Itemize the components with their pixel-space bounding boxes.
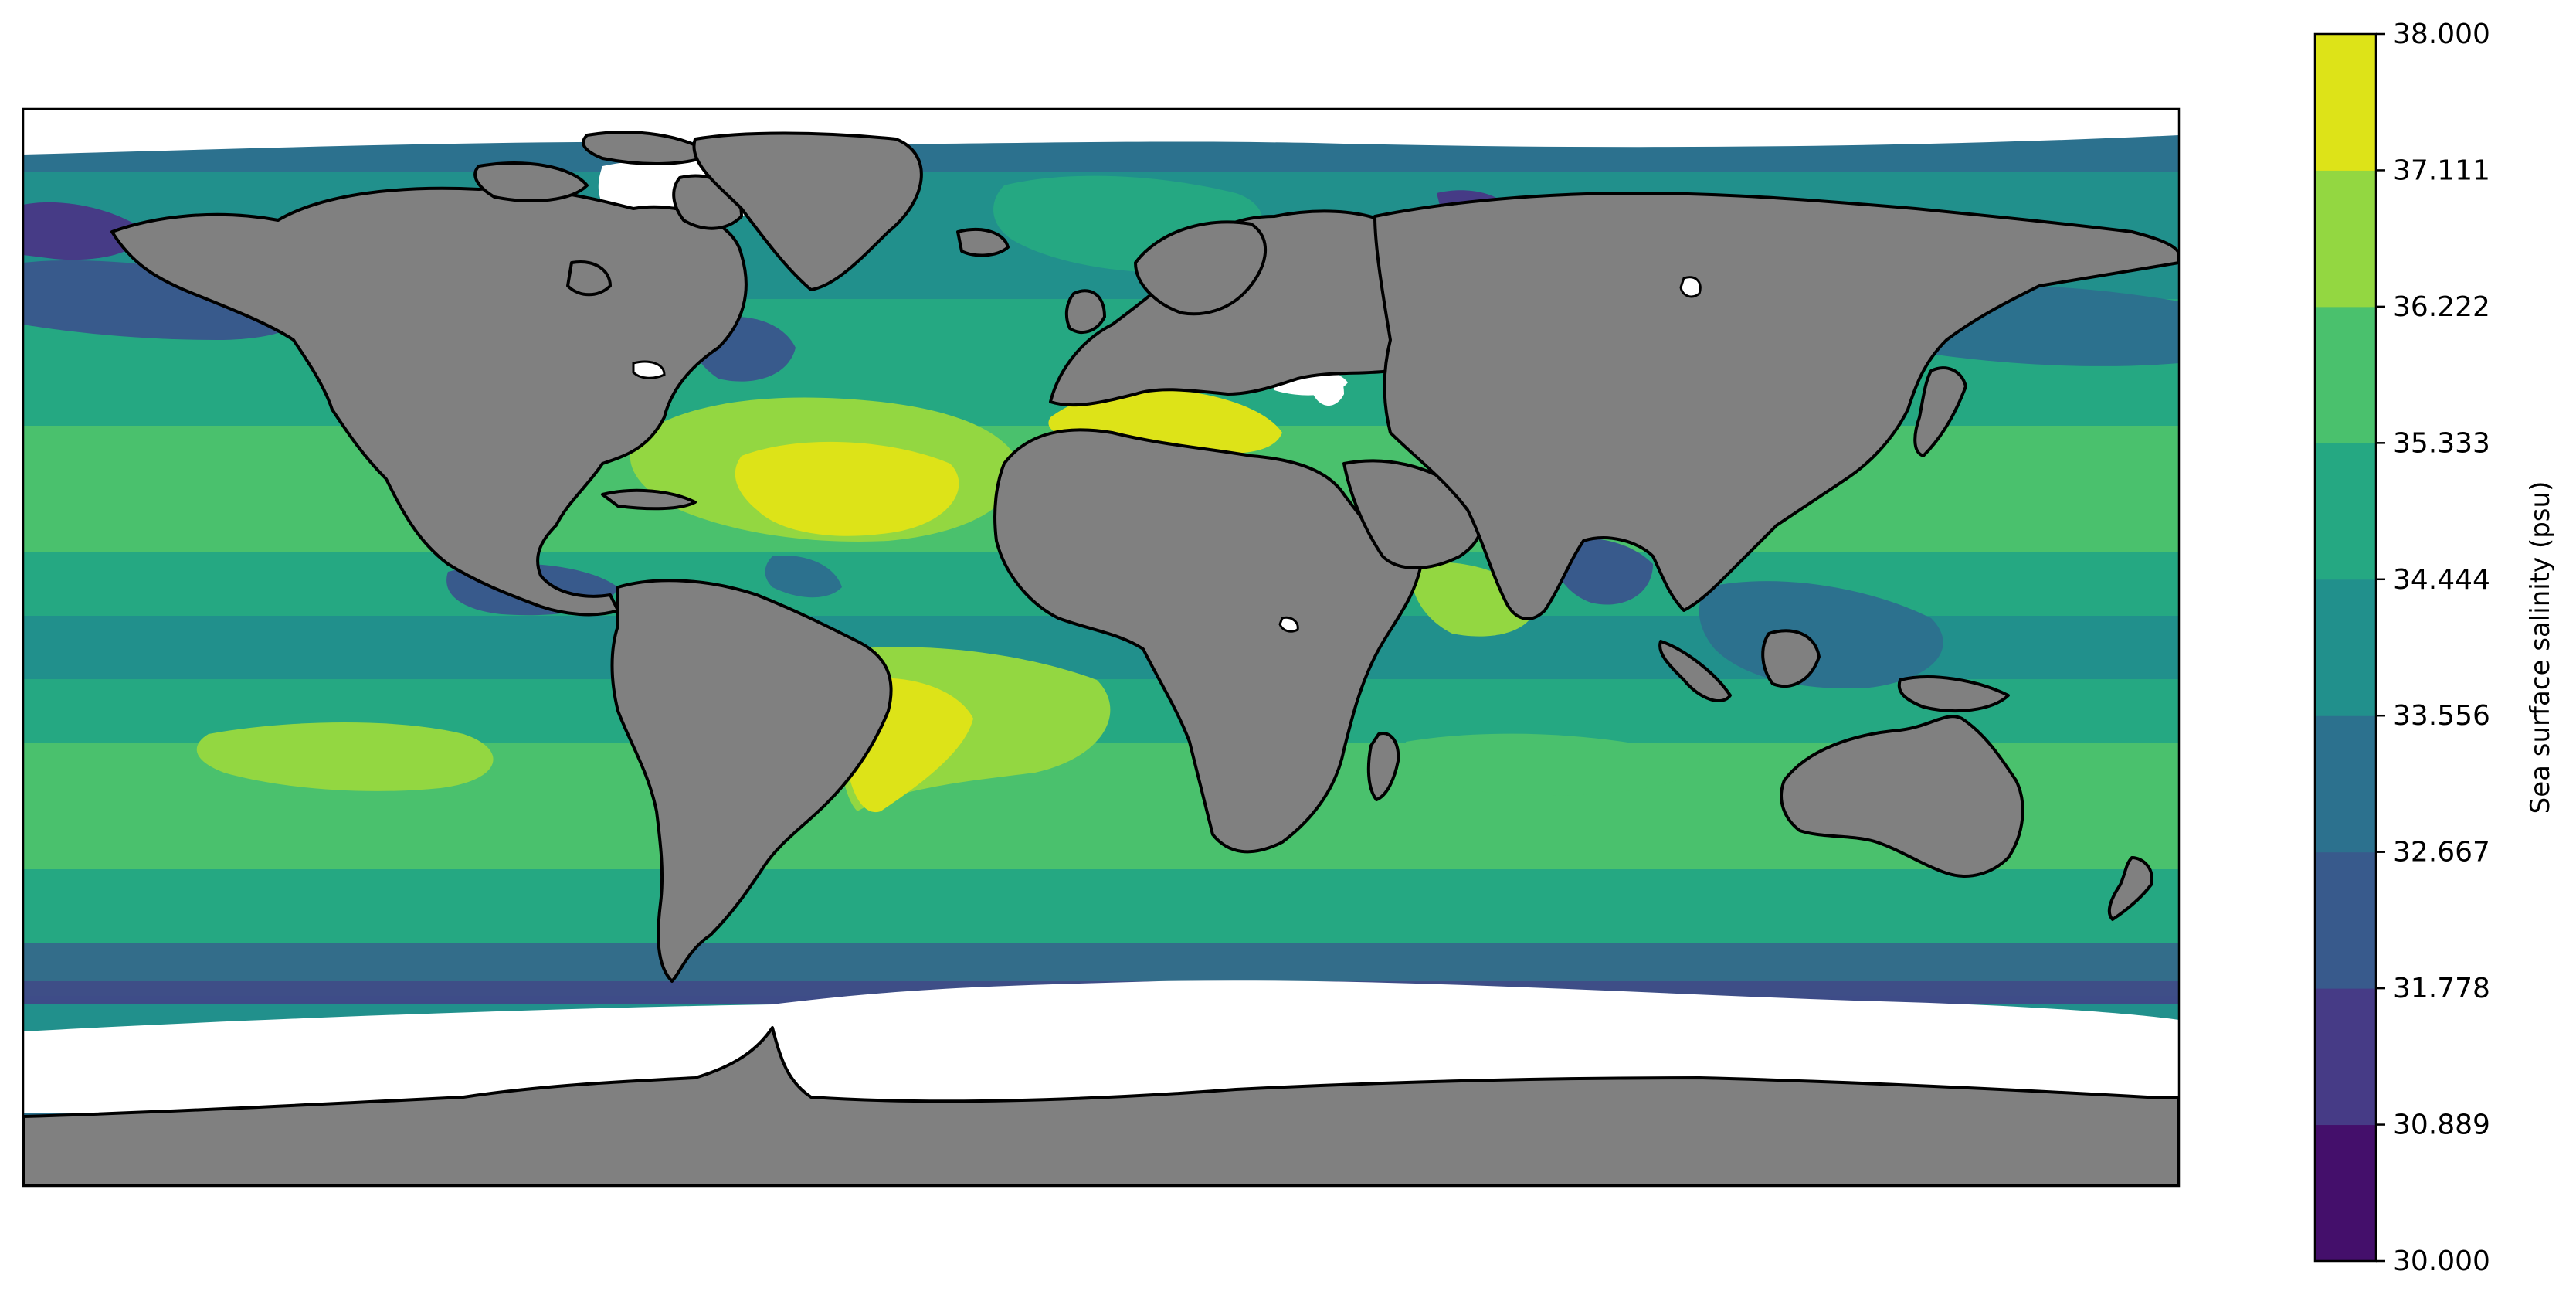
land-cuba xyxy=(601,488,697,511)
colorbar-frame xyxy=(2313,32,2377,1263)
land-south-america xyxy=(610,579,893,983)
landmasses xyxy=(23,131,2179,1186)
land-madagascar xyxy=(1366,732,1400,801)
map-panel xyxy=(22,107,2181,1188)
land-sumatra xyxy=(1658,640,1732,703)
colorbar-tick-label: 38.000 xyxy=(2393,19,2490,50)
colorbar-tick-label: 33.556 xyxy=(2393,700,2490,732)
patch-alaska-low xyxy=(23,202,147,260)
land-antarctica xyxy=(23,1026,2179,1186)
arctic-ice-north xyxy=(23,109,2179,155)
land-hudson-island xyxy=(566,260,612,297)
lake-great-lakes xyxy=(632,360,666,379)
colorbar-band xyxy=(2315,851,2376,989)
land-australia xyxy=(1780,715,2024,878)
patch-south-indian-high xyxy=(1406,733,1700,796)
patch-bay-of-bengal-low xyxy=(1552,538,1653,605)
colorbar-band xyxy=(2315,715,2376,853)
land-new-guinea xyxy=(1897,675,2010,712)
colorbar-tick-label: 32.667 xyxy=(2393,837,2490,868)
colorbar-band xyxy=(2315,1124,2376,1262)
lakes xyxy=(632,276,1702,633)
colorbar-band xyxy=(2315,170,2376,308)
colorbar-band xyxy=(2315,306,2376,443)
colorbar-band xyxy=(2315,988,2376,1126)
land-great-britain xyxy=(1064,289,1106,334)
land-africa xyxy=(993,428,1423,854)
colorbar-bands xyxy=(2315,34,2376,1262)
patch-amazon-plume-low xyxy=(765,556,842,598)
colorbar-tick-label: 35.333 xyxy=(2393,427,2490,459)
colorbar: 30.000 30.889 31.778 32.667 33.556 34.444 35.3… xyxy=(2313,19,2556,1277)
colorbar-tick-label: 30.889 xyxy=(2393,1110,2490,1141)
patch-south-pacific-high xyxy=(196,722,494,791)
colorbar-ticks: 30.000 30.889 31.778 32.667 33.556 34.444 35.3… xyxy=(2376,19,2490,1277)
land-new-zealand xyxy=(2107,856,2153,921)
land-greenland xyxy=(692,131,923,291)
colorbar-tick-label: 30.000 xyxy=(2393,1246,2490,1277)
lake-baikal xyxy=(1679,276,1702,298)
lake-victoria xyxy=(1278,616,1299,633)
colorbar-tick-label: 36.222 xyxy=(2393,291,2490,323)
patch-indonesia-low xyxy=(1699,581,1943,688)
map-frame xyxy=(22,107,2181,1188)
ocean-band xyxy=(23,869,2179,933)
colorbar-tick-label: 37.111 xyxy=(2393,155,2490,186)
colorbar-band xyxy=(2315,579,2376,716)
colorbar-tick-label: 31.778 xyxy=(2393,973,2490,1004)
colorbar-label: Sea surface salinity (psu) xyxy=(2525,481,2556,814)
land-borneo xyxy=(1761,629,1821,688)
colorbar-band xyxy=(2315,443,2376,580)
land-scandinavia xyxy=(1134,220,1267,316)
land-iceland xyxy=(956,228,1010,257)
colorbar-tick-label: 34.444 xyxy=(2393,564,2490,596)
colorbar-band xyxy=(2315,34,2376,171)
land-japan xyxy=(1913,366,1967,457)
patch-north-atlantic-max xyxy=(735,441,959,536)
land-ellesmere-island xyxy=(582,131,712,165)
land-asia xyxy=(1373,192,2179,620)
land-victoria-island xyxy=(473,161,589,202)
